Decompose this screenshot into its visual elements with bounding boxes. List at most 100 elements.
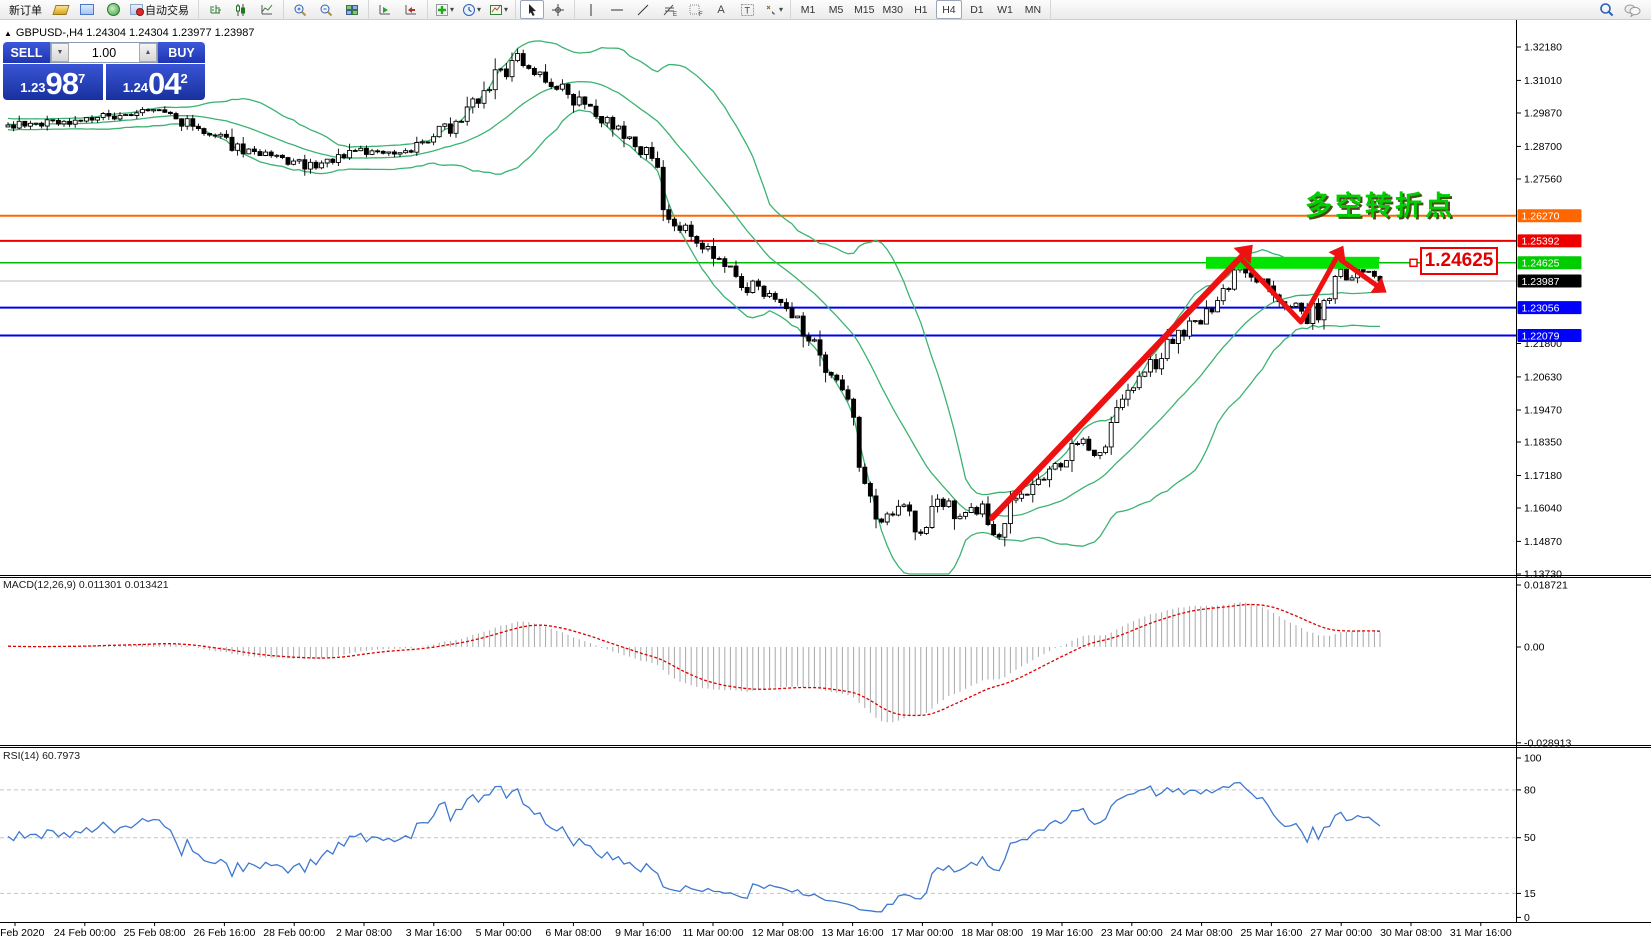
time-tick-label: 26 Feb 16:00 xyxy=(193,927,255,939)
rsi-axis[interactable]: 100 80 50 15 0 xyxy=(1516,753,1542,924)
zoom-group xyxy=(284,0,369,19)
templates-button[interactable]: ▾ xyxy=(486,0,511,19)
macd-histogram xyxy=(7,602,1381,723)
timeframe-mn-button[interactable]: MN xyxy=(1024,3,1042,16)
price-tick-label: 1.29870 xyxy=(1524,108,1562,120)
svg-text:1.22079: 1.22079 xyxy=(1522,330,1560,342)
cursor-arrow-icon xyxy=(528,3,536,16)
text-button[interactable]: A xyxy=(709,0,733,19)
bar-chart-icon xyxy=(210,4,221,13)
arrowhead xyxy=(1233,244,1253,265)
tile-windows-icon xyxy=(346,4,358,15)
candlestick-chart-button[interactable] xyxy=(229,0,253,19)
search-button[interactable] xyxy=(1594,0,1618,19)
price-tick-label: 1.16040 xyxy=(1524,503,1562,515)
time-tick-label: 17 Mar 00:00 xyxy=(891,927,953,939)
price-tick-label: 1.32180 xyxy=(1524,42,1562,54)
svg-text:1.23056: 1.23056 xyxy=(1522,302,1560,314)
timeframe-m30-button[interactable]: M30 xyxy=(882,3,903,16)
new-order-icon[interactable] xyxy=(49,0,73,19)
order-card-icon xyxy=(52,4,70,15)
tile-windows-button[interactable] xyxy=(340,0,364,19)
trendline-button[interactable] xyxy=(631,0,655,19)
autotrading-icon xyxy=(130,4,144,16)
buy-price-big: 04 xyxy=(148,66,181,101)
time-tick-label: 19 Mar 16:00 xyxy=(1031,927,1093,939)
time-tick-label: 9 Mar 16:00 xyxy=(615,927,671,939)
chart-shift-button[interactable] xyxy=(399,0,423,19)
timeframe-m15-button[interactable]: M15 xyxy=(854,3,875,16)
arrows-button[interactable]: ▾ xyxy=(761,0,786,19)
rsi-line xyxy=(7,781,1381,913)
rsi-tick-label: 100 xyxy=(1524,753,1542,765)
time-tick-label: 12 Mar 08:00 xyxy=(752,927,814,939)
indicators-button[interactable]: ▾ xyxy=(432,0,457,19)
zoom-in-button[interactable] xyxy=(288,0,312,19)
macd-tick-label: -0.028913 xyxy=(1524,737,1571,749)
periods-caret-icon: ▾ xyxy=(477,5,482,14)
price-badge: 1.24625 xyxy=(1517,256,1582,270)
volume-spinner: ▼ ▲ xyxy=(50,42,158,63)
fibonacci-button[interactable]: E xyxy=(657,0,681,19)
one-click-collapse-toggle[interactable]: ▲ xyxy=(4,29,12,38)
chat-button[interactable] xyxy=(1620,0,1644,19)
timeframe-m5-button[interactable]: M5 xyxy=(828,3,844,16)
crosshair-button[interactable] xyxy=(546,0,570,19)
annotation-anchor-square[interactable] xyxy=(1409,258,1418,268)
time-axis[interactable]: 20 Feb 2020 24 Feb 00:00 25 Feb 08:00 26 Fe… xyxy=(0,922,1512,940)
buy-price-display[interactable]: 1.24 04 2 xyxy=(105,64,205,101)
price-tick-label: 1.28700 xyxy=(1524,141,1562,153)
timeframe-d1-button[interactable]: D1 xyxy=(970,3,984,16)
sell-price-display[interactable]: 1.23 98 7 xyxy=(3,64,103,100)
search-icon xyxy=(1599,3,1613,17)
auto-scroll-button[interactable] xyxy=(373,0,397,19)
arrowhead xyxy=(1370,277,1387,293)
cursor-group xyxy=(516,0,576,19)
timeframe-m1-button[interactable]: M1 xyxy=(800,3,816,16)
timeframe-h4-button[interactable]: H4 xyxy=(935,0,962,19)
price-level-annotation[interactable]: 1.24625 xyxy=(1420,247,1498,275)
trend-arrows[interactable] xyxy=(989,244,1387,521)
time-tick-label: 25 Feb 08:00 xyxy=(124,927,186,939)
grid-button[interactable]: F xyxy=(683,0,707,19)
sell-button[interactable]: SELL xyxy=(3,42,50,63)
timeframe-w1-button[interactable]: W1 xyxy=(997,3,1013,16)
text-label-button[interactable]: T xyxy=(735,0,759,19)
volume-input[interactable] xyxy=(69,43,139,62)
periods-button[interactable]: ▾ xyxy=(459,0,484,19)
turning-point-annotation[interactable]: 多空转折点 xyxy=(1305,191,1455,221)
market-watch-icon xyxy=(80,4,94,15)
autotrading-button[interactable]: 自动交易 xyxy=(127,0,194,19)
time-tick-label: 23 Mar 00:00 xyxy=(1101,927,1163,939)
price-levels[interactable] xyxy=(0,214,1516,337)
svg-text:F: F xyxy=(699,12,703,17)
volume-decrease-button[interactable]: ▼ xyxy=(51,43,69,62)
bar-chart-button[interactable] xyxy=(203,0,227,19)
time-tick-label: 18 Mar 08:00 xyxy=(961,927,1023,939)
timeframe-h1-button[interactable]: H1 xyxy=(914,3,928,16)
candlestick-series[interactable] xyxy=(5,48,1383,547)
svg-text:1.23987: 1.23987 xyxy=(1522,276,1560,288)
zoom-out-button[interactable] xyxy=(314,0,338,19)
svg-text:1.26270: 1.26270 xyxy=(1522,211,1560,223)
macd-axis[interactable]: 0.018721 0.00 -0.028913 xyxy=(1516,580,1572,750)
chart-shift-icon xyxy=(405,4,416,14)
horizontal-line-button[interactable] xyxy=(605,0,629,19)
data-window-button[interactable] xyxy=(101,0,125,19)
cursor-button[interactable] xyxy=(520,0,545,19)
price-axis[interactable]: 1.321801.310101.298701.287001.275601.218… xyxy=(1516,42,1582,581)
volume-increase-button[interactable]: ▲ xyxy=(139,43,157,62)
signal-icon xyxy=(106,3,120,16)
line-chart-button[interactable] xyxy=(255,0,279,19)
vertical-line-button[interactable] xyxy=(579,0,603,19)
market-watch-button[interactable] xyxy=(75,0,99,19)
buy-button[interactable]: BUY xyxy=(158,42,205,63)
chart-title: ▲ GBPUSD-,H4 1.24304 1.24304 1.23977 1.23… xyxy=(4,27,254,39)
indicators-caret-icon: ▾ xyxy=(450,5,455,14)
new-order-button[interactable]: 新订单 xyxy=(4,0,47,19)
panel-borders xyxy=(0,19,1651,923)
rsi-tick-label: 80 xyxy=(1524,784,1536,796)
price-tick-label: 1.19470 xyxy=(1524,405,1562,417)
